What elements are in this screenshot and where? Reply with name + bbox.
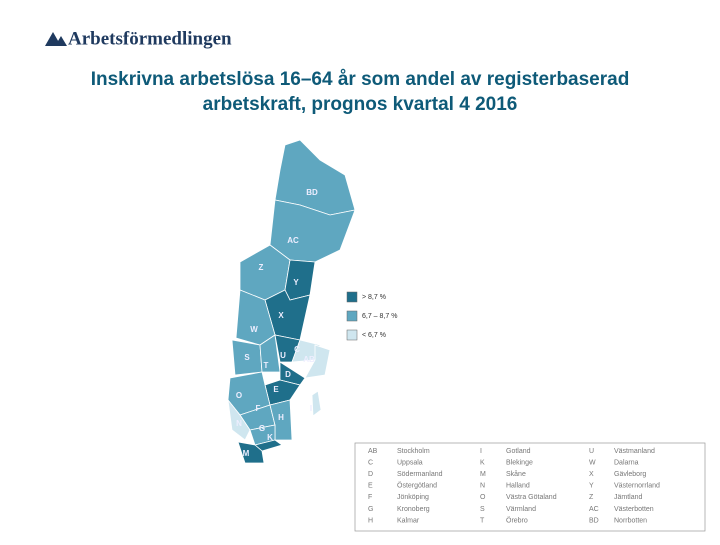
region-code-cell: M bbox=[480, 471, 486, 478]
region-code: E bbox=[273, 385, 279, 394]
region-name: Uppsala bbox=[397, 459, 423, 466]
region-code: K bbox=[267, 433, 273, 442]
region bbox=[264, 379, 301, 406]
region-name: Västra Götaland bbox=[506, 494, 557, 501]
region-code-cell: T bbox=[480, 517, 485, 524]
region-code: C bbox=[294, 345, 300, 354]
region bbox=[227, 398, 251, 441]
legend-label: 6,7 – 8,7 % bbox=[362, 313, 397, 320]
region-name: Gotland bbox=[506, 448, 531, 455]
title-line: Inskrivna arbetslösa 16–64 år som andel … bbox=[91, 69, 630, 90]
region-code: Y bbox=[293, 278, 299, 287]
title-line: arbetskraft, prognos kvartal 4 2016 bbox=[203, 94, 518, 115]
region-name: Gävleborg bbox=[614, 471, 646, 478]
logo-icon bbox=[45, 32, 67, 46]
region-code-cell: H bbox=[368, 517, 373, 524]
region-code: U bbox=[280, 351, 286, 360]
region-code-cell: Z bbox=[589, 494, 594, 501]
region-code: AC bbox=[287, 236, 299, 245]
region-code-cell: W bbox=[589, 459, 596, 466]
region-code: Z bbox=[259, 263, 264, 272]
region-code-cell: D bbox=[368, 471, 373, 478]
region-code-cell: U bbox=[589, 448, 594, 455]
region bbox=[311, 390, 322, 417]
region bbox=[237, 441, 265, 464]
region-name: Västmanland bbox=[614, 448, 655, 455]
region-code-cell: Y bbox=[589, 483, 594, 490]
region-name: Värmland bbox=[506, 506, 536, 513]
region-code: F bbox=[256, 404, 261, 413]
region-code-cell: S bbox=[480, 506, 485, 513]
region-name: Norrbotten bbox=[614, 517, 647, 524]
region-code: H bbox=[278, 413, 284, 422]
legend-label: < 6,7 % bbox=[362, 332, 386, 339]
region-code: AB bbox=[303, 355, 315, 364]
region-code-cell: G bbox=[368, 506, 373, 513]
region-code-cell: F bbox=[368, 494, 372, 501]
region-code: G bbox=[259, 424, 265, 433]
region-name: Halland bbox=[506, 483, 530, 490]
region-name: Östergötland bbox=[397, 482, 437, 490]
region-code: BD bbox=[306, 188, 318, 197]
region-name: Västerbotten bbox=[614, 506, 654, 513]
region-name: Kronoberg bbox=[397, 506, 430, 513]
region-code: I bbox=[310, 404, 312, 413]
region-name: Skåne bbox=[506, 470, 526, 478]
region-code-cell: N bbox=[480, 483, 485, 490]
region-code-cell: AB bbox=[368, 448, 378, 455]
region-code: D bbox=[285, 370, 291, 379]
legend-label: > 8,7 % bbox=[362, 294, 386, 301]
region bbox=[269, 399, 293, 441]
region-code: O bbox=[236, 391, 242, 400]
legend-swatch bbox=[346, 329, 358, 341]
region-code-cell: AC bbox=[589, 506, 599, 513]
region-code: T bbox=[264, 361, 269, 370]
region-code-cell: K bbox=[480, 459, 485, 466]
region-name: Kalmar bbox=[397, 517, 420, 524]
region-code-cell: C bbox=[368, 459, 373, 466]
region-code: X bbox=[278, 311, 284, 320]
region bbox=[284, 259, 316, 301]
region-name: Blekinge bbox=[506, 459, 533, 466]
region-name: Dalarna bbox=[614, 459, 639, 466]
region-code-cell: O bbox=[480, 494, 486, 501]
logo-text: Arbetsförmedlingen bbox=[68, 28, 232, 49]
region-code-cell: E bbox=[368, 483, 373, 490]
legend-swatch bbox=[346, 310, 358, 322]
region-code: S bbox=[244, 353, 250, 362]
region-name: Örebro bbox=[506, 516, 528, 524]
region-code-cell: X bbox=[589, 471, 594, 478]
region-code-cell: BD bbox=[589, 517, 599, 524]
region-name: Jämtland bbox=[614, 494, 643, 501]
region-code: M bbox=[243, 449, 250, 458]
region-name: Västernorrland bbox=[614, 483, 660, 490]
region-code-cell: I bbox=[480, 448, 482, 455]
region-name: Södermanland bbox=[397, 471, 443, 478]
region-code: W bbox=[250, 325, 258, 334]
code-table-box bbox=[354, 442, 706, 532]
region-name: Stockholm bbox=[397, 448, 430, 455]
region-name: Jönköping bbox=[397, 494, 429, 501]
region-code: N bbox=[236, 419, 242, 428]
region bbox=[304, 344, 331, 379]
legend-swatch bbox=[346, 291, 358, 303]
